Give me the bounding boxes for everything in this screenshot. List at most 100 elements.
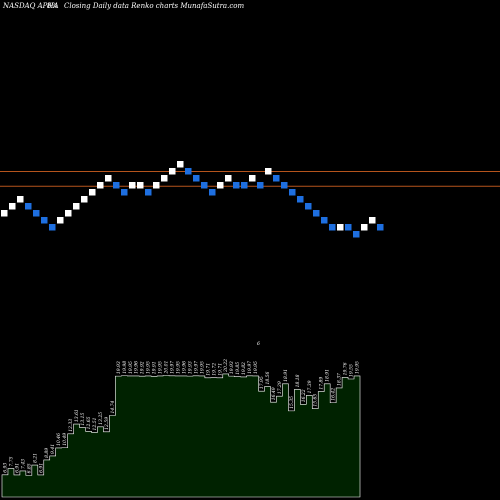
volume-label: 13.15 (80, 413, 86, 426)
volume-label: 19.97 (193, 361, 199, 374)
volume-label: 19.96 (181, 361, 187, 374)
renko-brick (297, 196, 304, 203)
volume-label: 18.91 (283, 369, 289, 382)
volume-label: 19.95 (199, 361, 205, 374)
renko-brick (249, 175, 256, 182)
volume-panel: 6.937.756.91 7.43 6.858.216.918.89 9.4110.4… (1, 359, 361, 498)
volume-label: 19.92 (140, 361, 146, 374)
renko-brick (289, 189, 296, 196)
renko-brick (49, 224, 56, 231)
renko-brick (105, 175, 112, 182)
renko-brick (137, 182, 144, 189)
renko-brick (329, 224, 336, 231)
renko-brick (177, 161, 184, 168)
renko-brick (337, 224, 344, 231)
renko-brick (17, 196, 24, 203)
volume-label: 19.95 (146, 361, 152, 374)
renko-brick (25, 203, 32, 210)
volume-label: 19.93 (116, 361, 122, 374)
volume-label: 9.41 (50, 444, 56, 454)
volume-label: 19.95 (355, 361, 361, 374)
volume-label: 8.21 (32, 453, 38, 463)
volume-label: 12.59 (104, 417, 110, 430)
volume-label: 6.93 (2, 463, 8, 473)
volume-label: 19.71 (205, 363, 211, 376)
volume-label: 18.56 (265, 371, 271, 384)
renko-brick (129, 182, 136, 189)
volume-label: 17.95 (259, 376, 265, 389)
volume-label: 19.95 (158, 361, 164, 374)
volume-label: 17.29 (277, 381, 283, 394)
volume-label: 15.35 (289, 396, 295, 409)
volume-label: 19.71 (217, 363, 223, 376)
renko-brick (153, 182, 160, 189)
volume-label: 6.91 (38, 463, 44, 473)
renko-brick (65, 210, 72, 217)
renko-brick (57, 217, 64, 224)
renko-brick (265, 168, 272, 175)
volume-label: 19.93 (187, 361, 193, 374)
renko-brick (281, 182, 288, 189)
volume-label: 14.74 (110, 400, 116, 413)
volume-label: 8.89 (44, 448, 50, 458)
renko-brick (353, 231, 360, 238)
volume-label: 20.22 (223, 359, 229, 373)
renko-brick (361, 224, 368, 231)
reference-lines (0, 171, 500, 187)
volume-label: 10.49 (62, 433, 68, 446)
volume-label: 18.37 (337, 373, 343, 386)
renko-brick (161, 175, 168, 182)
volume-label: 19.98 (122, 361, 128, 374)
volume-label: 12.65 (86, 416, 92, 429)
volume-label: 7.43 (20, 459, 26, 469)
renko-brick (305, 203, 312, 210)
renko-brick (169, 168, 176, 175)
renko-brick (97, 182, 104, 189)
volume-label: 6.91 (14, 463, 20, 473)
volume-label: 6.85 (26, 463, 32, 473)
renko-bricks (1, 161, 384, 238)
volume-label: 15.65 (313, 394, 319, 407)
renko-brick (241, 182, 248, 189)
volume-label: 7.75 (8, 456, 14, 466)
renko-brick (73, 203, 80, 210)
renko-brick (9, 203, 16, 210)
chart-change: 8% (47, 2, 58, 10)
renko-brick (121, 189, 128, 196)
renko-brick (201, 182, 208, 189)
peak-marker: 6 (257, 341, 260, 347)
renko-brick (113, 182, 120, 189)
volume-label: 16.42 (331, 388, 337, 401)
renko-brick (345, 224, 352, 231)
volume-label: 16.49 (271, 387, 277, 400)
renko-brick (89, 189, 96, 196)
renko-brick (185, 168, 192, 175)
volume-label: 10.46 (56, 433, 62, 446)
volume-label: 18.18 (295, 374, 301, 387)
volume-label: 19.95 (176, 361, 182, 374)
volume-label: 19.76 (343, 362, 349, 375)
volume-label: 19.97 (170, 361, 176, 374)
renko-brick (33, 210, 40, 217)
chart-title: Closing Daily data Renko charts MunafaSu… (64, 2, 244, 10)
renko-brick (225, 175, 232, 182)
volume-label: 19.97 (247, 361, 253, 374)
volume-area (1, 373, 361, 498)
volume-label: 19.95 (128, 361, 134, 374)
volume-label: 19.93 (229, 361, 235, 374)
volume-label: 19.72 (211, 363, 217, 376)
volume-label: 19.82 (241, 362, 247, 375)
volume-label: 13.25 (98, 412, 104, 425)
renko-brick (145, 189, 152, 196)
renko-brick (209, 189, 216, 196)
renko-brick (41, 217, 48, 224)
renko-brick (273, 175, 280, 182)
volume-label: 17.39 (307, 380, 313, 393)
volume-label: 12.51 (92, 418, 98, 431)
volume-label: 19.85 (235, 362, 241, 375)
renko-brick (321, 217, 328, 224)
volume-label: 12.33 (68, 419, 74, 432)
renko-brick (81, 196, 88, 203)
volume-label: 19.55 (349, 364, 355, 377)
